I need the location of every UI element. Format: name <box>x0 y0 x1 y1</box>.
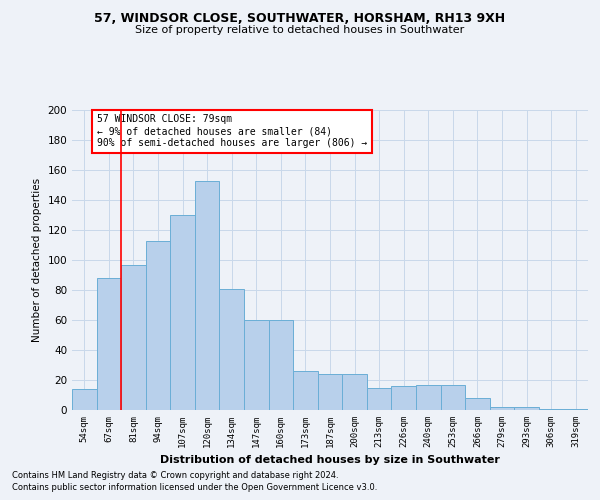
Bar <box>170 215 195 410</box>
X-axis label: Distribution of detached houses by size in Southwater: Distribution of detached houses by size … <box>160 456 500 466</box>
Bar <box>342 374 367 410</box>
Bar <box>195 180 220 410</box>
Bar <box>220 288 244 410</box>
Text: Contains HM Land Registry data © Crown copyright and database right 2024.: Contains HM Land Registry data © Crown c… <box>12 471 338 480</box>
Bar <box>72 389 97 410</box>
Bar <box>244 320 269 410</box>
Bar <box>539 408 563 410</box>
Bar <box>146 240 170 410</box>
Bar <box>440 384 465 410</box>
Text: Size of property relative to detached houses in Southwater: Size of property relative to detached ho… <box>136 25 464 35</box>
Bar <box>490 407 514 410</box>
Bar <box>121 264 146 410</box>
Text: Contains public sector information licensed under the Open Government Licence v3: Contains public sector information licen… <box>12 484 377 492</box>
Y-axis label: Number of detached properties: Number of detached properties <box>32 178 42 342</box>
Text: 57, WINDSOR CLOSE, SOUTHWATER, HORSHAM, RH13 9XH: 57, WINDSOR CLOSE, SOUTHWATER, HORSHAM, … <box>94 12 506 26</box>
Bar <box>465 398 490 410</box>
Bar <box>269 320 293 410</box>
Text: 57 WINDSOR CLOSE: 79sqm
← 9% of detached houses are smaller (84)
90% of semi-det: 57 WINDSOR CLOSE: 79sqm ← 9% of detached… <box>97 114 367 148</box>
Bar <box>563 408 588 410</box>
Bar <box>391 386 416 410</box>
Bar <box>514 407 539 410</box>
Bar <box>318 374 342 410</box>
Bar <box>416 384 440 410</box>
Bar <box>367 388 391 410</box>
Bar <box>293 371 318 410</box>
Bar <box>97 278 121 410</box>
